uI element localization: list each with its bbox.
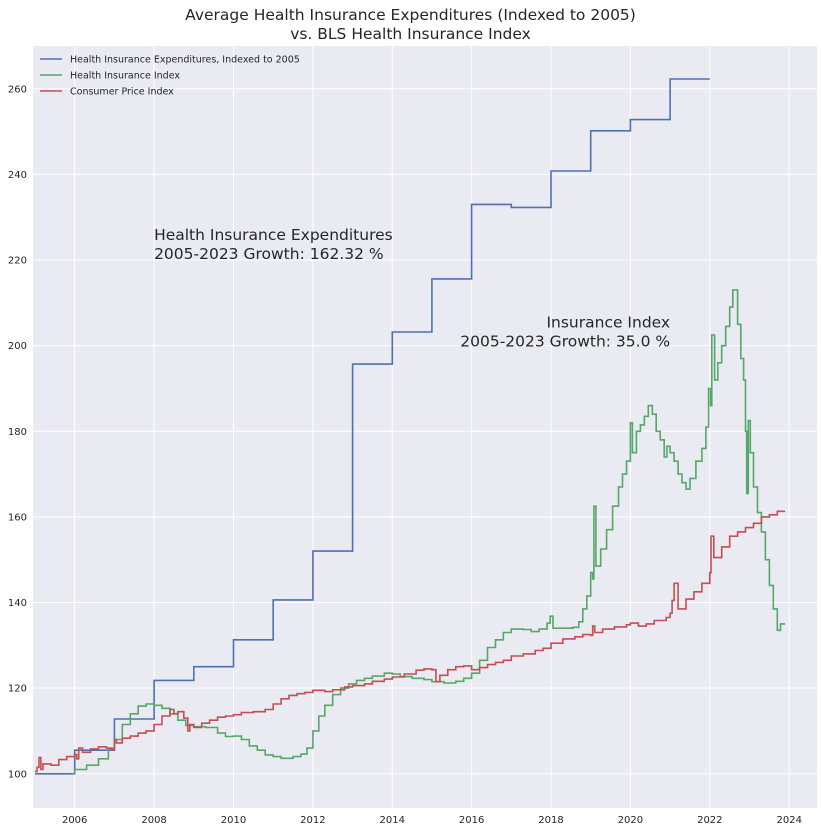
- y-tick-label: 140: [8, 598, 27, 609]
- y-tick-label: 200: [8, 341, 27, 352]
- annotation-1-line: Health Insurance Expenditures: [154, 226, 393, 244]
- x-tick-label: 2012: [300, 815, 325, 826]
- y-tick-label: 260: [8, 84, 27, 95]
- x-tick-label: 2006: [62, 815, 87, 826]
- series-line-2: [71, 289, 786, 775]
- annotation-2-line: 2005-2023 Growth: 35.0 %: [460, 333, 670, 351]
- x-tick-label: 2022: [697, 815, 722, 826]
- legend: Health Insurance Expenditures, Indexed t…: [40, 55, 300, 98]
- x-tick-label: 2008: [141, 815, 166, 826]
- legend-label: Health Insurance Index: [70, 71, 180, 82]
- legend-label: Consumer Price Index: [70, 87, 174, 98]
- x-tick-label: 2024: [776, 815, 801, 826]
- y-tick-label: 160: [8, 512, 27, 523]
- chart-title: Average Health Insurance Expenditures (I…: [185, 6, 636, 24]
- series-line-1: [35, 78, 710, 775]
- y-tick-label: 100: [8, 769, 27, 780]
- x-tick-label: 2014: [380, 815, 405, 826]
- series-line-3: [35, 510, 786, 773]
- plot-area: [33, 46, 817, 808]
- annotation-1-line: 2005-2023 Growth: 162.32 %: [154, 245, 384, 263]
- chart-subtitle: vs. BLS Health Insurance Index: [290, 25, 531, 43]
- x-tick-label: 2010: [221, 815, 246, 826]
- annotation-2-line: Insurance Index: [546, 314, 670, 332]
- x-tick-label: 2020: [618, 815, 643, 826]
- y-tick-label: 180: [8, 427, 27, 438]
- y-tick-label: 120: [8, 684, 27, 695]
- x-tick-label: 2016: [459, 815, 484, 826]
- legend-label: Health Insurance Expenditures, Indexed t…: [70, 55, 300, 66]
- y-tick-label: 240: [8, 170, 27, 181]
- y-tick-label: 220: [8, 256, 27, 267]
- x-tick-label: 2018: [538, 815, 563, 826]
- chart-title-block: Average Health Insurance Expenditures (I…: [0, 6, 821, 44]
